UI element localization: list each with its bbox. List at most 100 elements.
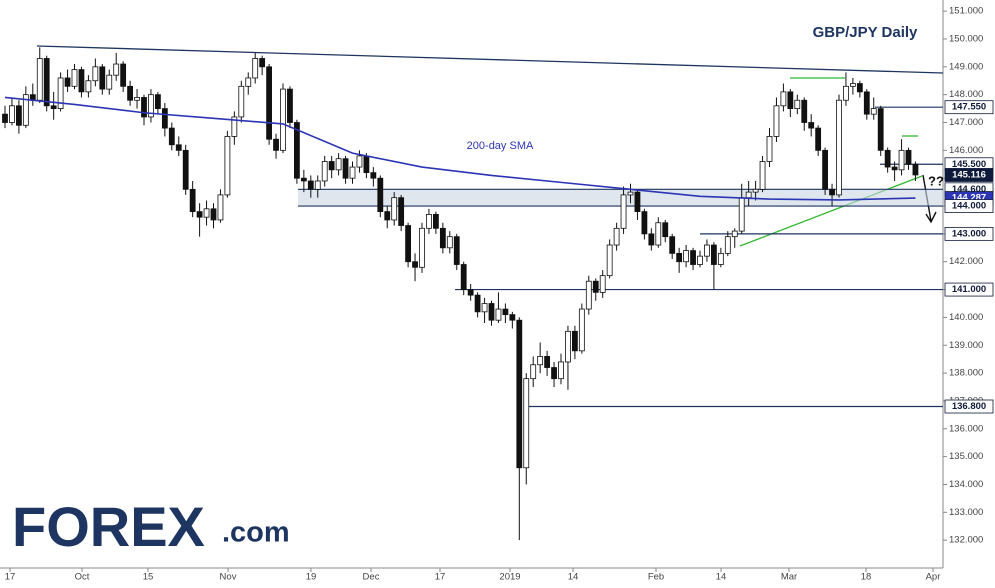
x-tick-label: Dec [363, 572, 380, 583]
candle-body [877, 108, 884, 151]
candle-body [384, 211, 391, 221]
candle-body [127, 85, 133, 101]
candle-body [467, 289, 474, 296]
candle-body [585, 280, 592, 310]
candle-body [495, 308, 502, 321]
candle-body [516, 319, 523, 469]
candle-body [460, 264, 467, 290]
candle-body [405, 225, 412, 263]
y-tick-label: 150.000 [949, 33, 983, 44]
candle-body [36, 58, 43, 101]
y-tick-label: 135.000 [949, 451, 983, 462]
candle-body [731, 230, 738, 238]
candle-body [613, 227, 620, 246]
candle-body [891, 166, 898, 171]
y-tick-label: 149.000 [949, 61, 983, 72]
candle-body [22, 94, 29, 126]
y-tick-label: 139.000 [949, 340, 983, 351]
x-tick-label: Apr [926, 572, 941, 583]
level-label: 144.287 [952, 193, 986, 204]
sma-label: 200-day SMA [467, 140, 534, 152]
candle-body [2, 113, 8, 123]
candle-body [120, 63, 127, 87]
candle-body [655, 222, 662, 246]
candle-body [50, 105, 57, 109]
candle-body [307, 180, 314, 190]
candle-body [71, 69, 78, 87]
candle-body [377, 177, 384, 213]
candle-body [148, 94, 154, 118]
candle-body [815, 127, 822, 151]
candle-body [453, 236, 460, 265]
level-label-box [944, 226, 994, 241]
y-tick-label: 148.000 [949, 89, 983, 100]
candle-body [572, 330, 578, 352]
level-label-box [944, 168, 994, 182]
x-tick-label: 17 [435, 572, 446, 583]
candle-body [711, 244, 717, 265]
x-tick-label: 14 [716, 572, 727, 583]
support-zone [298, 189, 943, 207]
candle-body [474, 294, 481, 313]
candle-body [676, 252, 683, 263]
y-tick-label: 140.000 [949, 312, 983, 323]
chart-title: GBP/JPY Daily [813, 24, 918, 41]
x-tick-label: 15 [143, 572, 154, 583]
candle-body [544, 355, 550, 368]
level-label: 141.000 [952, 284, 986, 295]
candle-body [426, 213, 432, 229]
x-tick-label: Mar [781, 572, 797, 583]
candle-body [870, 108, 877, 115]
candle-body [537, 355, 544, 366]
candle-body [738, 197, 745, 232]
annotation: ?? [928, 173, 944, 188]
candle-body [565, 330, 571, 363]
candle-body [822, 149, 828, 190]
candle-body [412, 261, 418, 268]
candle-body [690, 250, 696, 265]
x-tick-label: Feb [648, 572, 664, 583]
candle-body [648, 233, 655, 246]
x-tick-label: 14 [568, 572, 579, 583]
candle-body [794, 99, 801, 109]
sma-line [4, 96, 916, 201]
candle-body [245, 77, 252, 87]
candle-body [578, 308, 585, 352]
level-label: 147.550 [952, 102, 986, 113]
candle-body [217, 194, 224, 221]
level-label-box [944, 282, 994, 297]
level-label: 143.000 [952, 228, 986, 239]
candle-body [446, 236, 453, 249]
candle-body [287, 88, 293, 123]
candle-body [321, 161, 328, 182]
candle-body [64, 77, 71, 87]
y-tick-label: 136.000 [949, 423, 983, 434]
candle-body [717, 252, 724, 265]
candle-body [481, 303, 488, 313]
candle-body [669, 236, 676, 254]
candle-body [724, 236, 731, 254]
candle-body [766, 136, 773, 162]
candle-body [154, 94, 161, 109]
candle-body [759, 161, 766, 190]
candle-body [78, 69, 85, 93]
candle-body [502, 308, 509, 316]
candle-body [196, 211, 203, 218]
candle-body [398, 197, 405, 226]
candle-body [231, 116, 238, 137]
y-tick-label: 142.000 [949, 256, 983, 267]
candle-body [363, 155, 370, 174]
candle-body [280, 88, 286, 151]
candle-body [558, 361, 564, 380]
candle-body [238, 85, 245, 118]
candle-body [43, 58, 50, 107]
candle-body [523, 378, 530, 469]
candle-body [627, 191, 634, 196]
candle-body [898, 149, 905, 171]
x-tick-label: 2019 [499, 572, 520, 583]
candle-body [356, 155, 363, 168]
candle-body [808, 122, 815, 129]
candle-body [9, 105, 15, 123]
candle-body [419, 227, 425, 268]
candle-body [106, 74, 113, 90]
